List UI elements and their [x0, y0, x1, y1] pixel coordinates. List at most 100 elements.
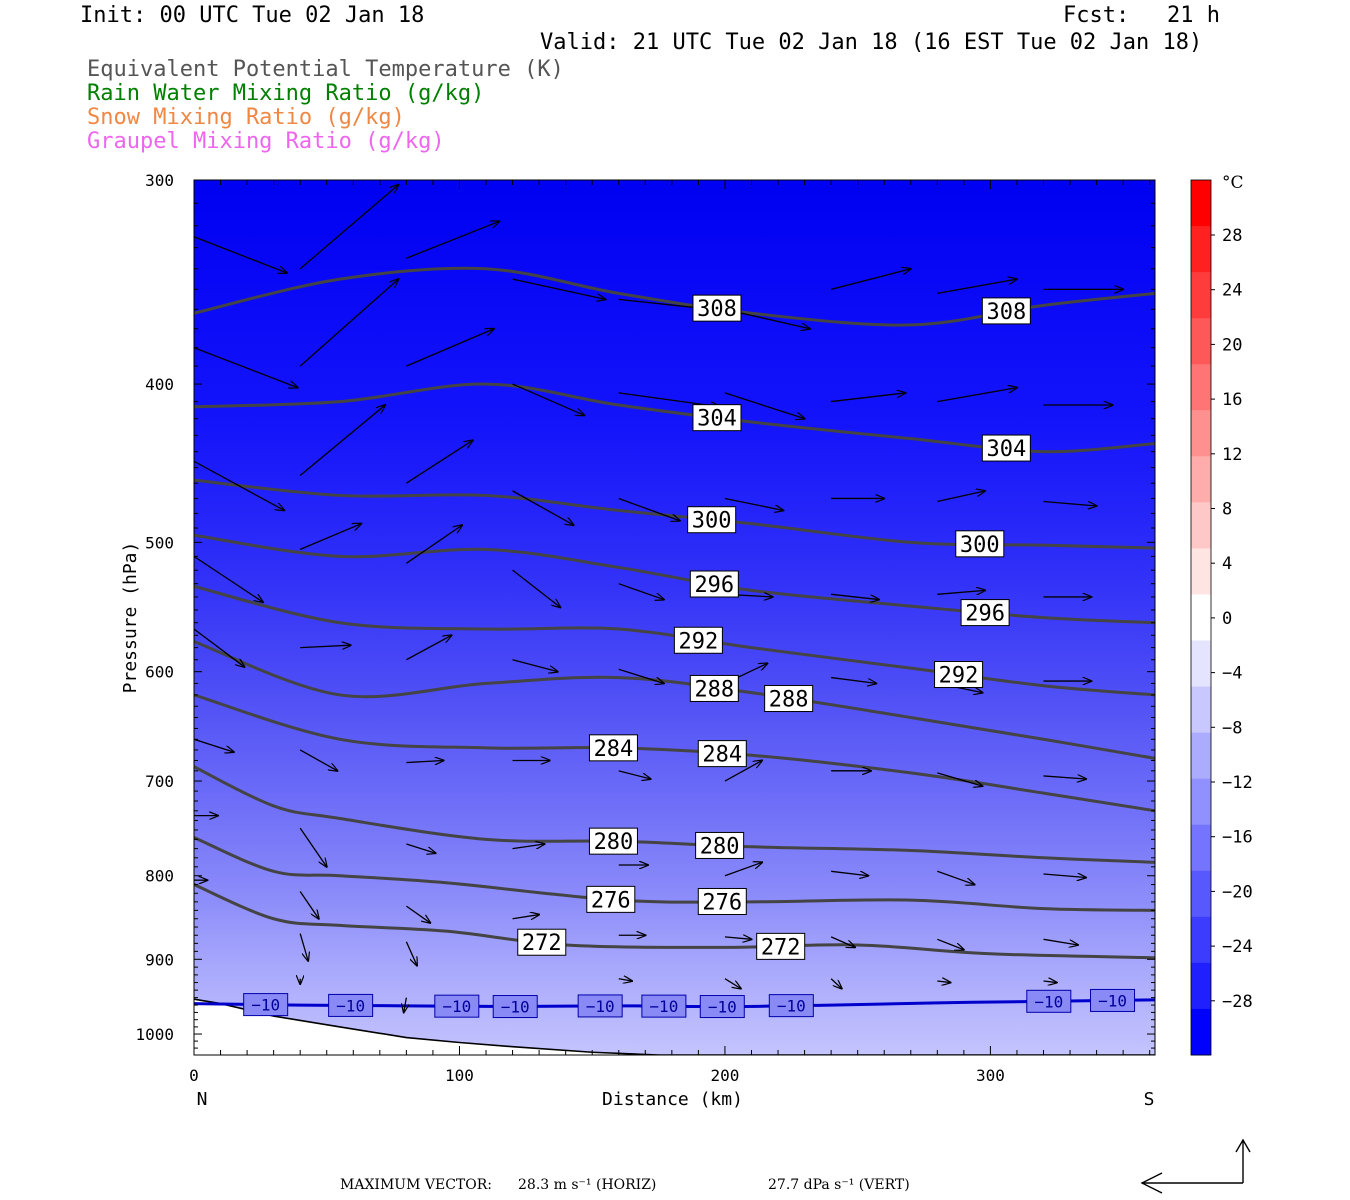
- wind-vector: [618, 979, 632, 981]
- wind-vector: [937, 491, 985, 503]
- isotherm-label-box: [243, 993, 289, 1017]
- y-tick-label: 300: [145, 171, 174, 190]
- colorbar-label: 4: [1222, 554, 1232, 574]
- isotherm-label: −10: [1098, 991, 1127, 1010]
- isotherm-label: −10: [1034, 992, 1063, 1011]
- theta-e-label: 280: [594, 830, 634, 855]
- wind-vector: [512, 659, 558, 672]
- colorbar-label: −8: [1222, 718, 1242, 738]
- wind-vector: [724, 862, 762, 877]
- wind-vector: [194, 738, 234, 752]
- isotherm-label-box: [434, 994, 480, 1018]
- colorbar-segment: [1191, 410, 1211, 457]
- theta-e-contour-272: [194, 883, 1155, 960]
- wind-vector: [406, 760, 443, 762]
- isotherm-label-box: [768, 994, 814, 1018]
- wind-vector: [831, 393, 905, 403]
- wind-vector: [194, 628, 244, 667]
- wind-vector: [724, 760, 762, 782]
- wind-vector: [405, 941, 417, 966]
- colorbar-segment: [1191, 1008, 1211, 1056]
- reference-vector-vertical-head: [1235, 1138, 1251, 1153]
- wind-vector: [194, 347, 298, 388]
- theta-e-label: 304: [986, 437, 1026, 462]
- theta-e-label: 272: [522, 931, 562, 956]
- theta-e-label: 304: [697, 407, 737, 432]
- isotherm-label-box: [699, 995, 745, 1019]
- colorbar-segment: [1191, 824, 1211, 872]
- isotherm-label-box: [328, 993, 374, 1017]
- south-end-label: S: [1144, 1089, 1155, 1110]
- wind-vector: [937, 938, 964, 949]
- wind-vector: [724, 497, 783, 510]
- max-vector-caption: MAXIMUM VECTOR:: [340, 1177, 492, 1193]
- theta-e-label-box: [981, 434, 1031, 462]
- theta-e-label-box: [960, 599, 1010, 627]
- colorbar-segment: [1191, 686, 1211, 734]
- isotherm-label-box: [1026, 989, 1072, 1013]
- theta-e-label: 288: [769, 688, 809, 713]
- isotherm-label: −10: [649, 997, 678, 1016]
- wind-vector: [618, 668, 664, 683]
- y-axis-label: Pressure (hPa): [120, 542, 141, 694]
- isotherm-label: −10: [336, 996, 365, 1015]
- colorbar-label: 20: [1222, 335, 1242, 355]
- wind-vector: [512, 490, 574, 525]
- wind-vector: [300, 645, 350, 647]
- y-tick-label: 400: [145, 375, 174, 394]
- colorbar-unit: °C: [1222, 173, 1244, 193]
- wind-vector: [937, 870, 974, 884]
- wind-vector: [1043, 938, 1079, 945]
- colorbar-segment: [1191, 962, 1211, 1010]
- theta-e-label: 272: [761, 935, 801, 960]
- colorbar-segment: [1191, 594, 1211, 642]
- wind-vector: [406, 843, 435, 853]
- max-vector-vert: 27.7 dPa s⁻¹ (VERT): [768, 1177, 910, 1193]
- wind-vector: [1043, 500, 1097, 505]
- theta-e-label-box: [695, 831, 745, 859]
- wind-vector: [406, 525, 462, 564]
- wind-vector: [299, 827, 327, 867]
- wind-vector: [299, 279, 398, 367]
- wind-vector: [512, 915, 540, 919]
- isotherm-label-box: [577, 994, 623, 1018]
- y-tick-label: 1000: [135, 1025, 174, 1044]
- terrain-fill: [194, 999, 1155, 1055]
- colorbar-segment: [1191, 778, 1211, 826]
- theta-e-label-box: [517, 928, 567, 956]
- isotherm-label: −10: [442, 997, 471, 1016]
- x-tick-label: 100: [445, 1066, 474, 1085]
- wind-vector: [830, 269, 911, 290]
- theta-e-label: 284: [594, 737, 634, 762]
- theta-e-label: 284: [702, 743, 742, 768]
- wind-vector: [830, 936, 855, 947]
- wind-vector: [831, 676, 876, 684]
- colorbar-label: 8: [1222, 500, 1232, 520]
- theta-e-label-box: [692, 404, 742, 432]
- wind-vector: [937, 772, 982, 786]
- wind-vector: [618, 770, 651, 779]
- theta-e-label-box: [689, 674, 739, 702]
- wind-vector: [831, 593, 879, 599]
- wind-vector: [406, 221, 499, 259]
- colorbar-label: 0: [1222, 609, 1232, 629]
- forecast-hour: 21 h: [1167, 3, 1220, 28]
- theta-e-label: 288: [694, 677, 734, 702]
- wind-vector: [724, 937, 752, 939]
- init-time: Init: 00 UTC Tue 02 Jan 18: [80, 3, 425, 28]
- colorbar-label: −12: [1222, 773, 1253, 793]
- isotherm-label: −10: [586, 997, 615, 1016]
- theta-e-label-box: [764, 685, 814, 713]
- north-end-label: N: [197, 1089, 208, 1110]
- wind-vector: [830, 978, 842, 989]
- wind-vector: [831, 870, 868, 875]
- theta-e-label-box: [756, 932, 806, 960]
- theta-e-contour-288: [194, 640, 1155, 760]
- theta-e-label-box: [687, 506, 737, 534]
- wind-vector: [512, 569, 561, 607]
- theta-e-label-box: [697, 887, 747, 915]
- colorbar-segment: [1191, 318, 1211, 365]
- valid-time: Valid: 21 UTC Tue 02 Jan 18 (16 EST Tue …: [540, 30, 1203, 55]
- theta-e-label: 300: [692, 509, 732, 534]
- plot-frame: [193, 179, 1156, 1056]
